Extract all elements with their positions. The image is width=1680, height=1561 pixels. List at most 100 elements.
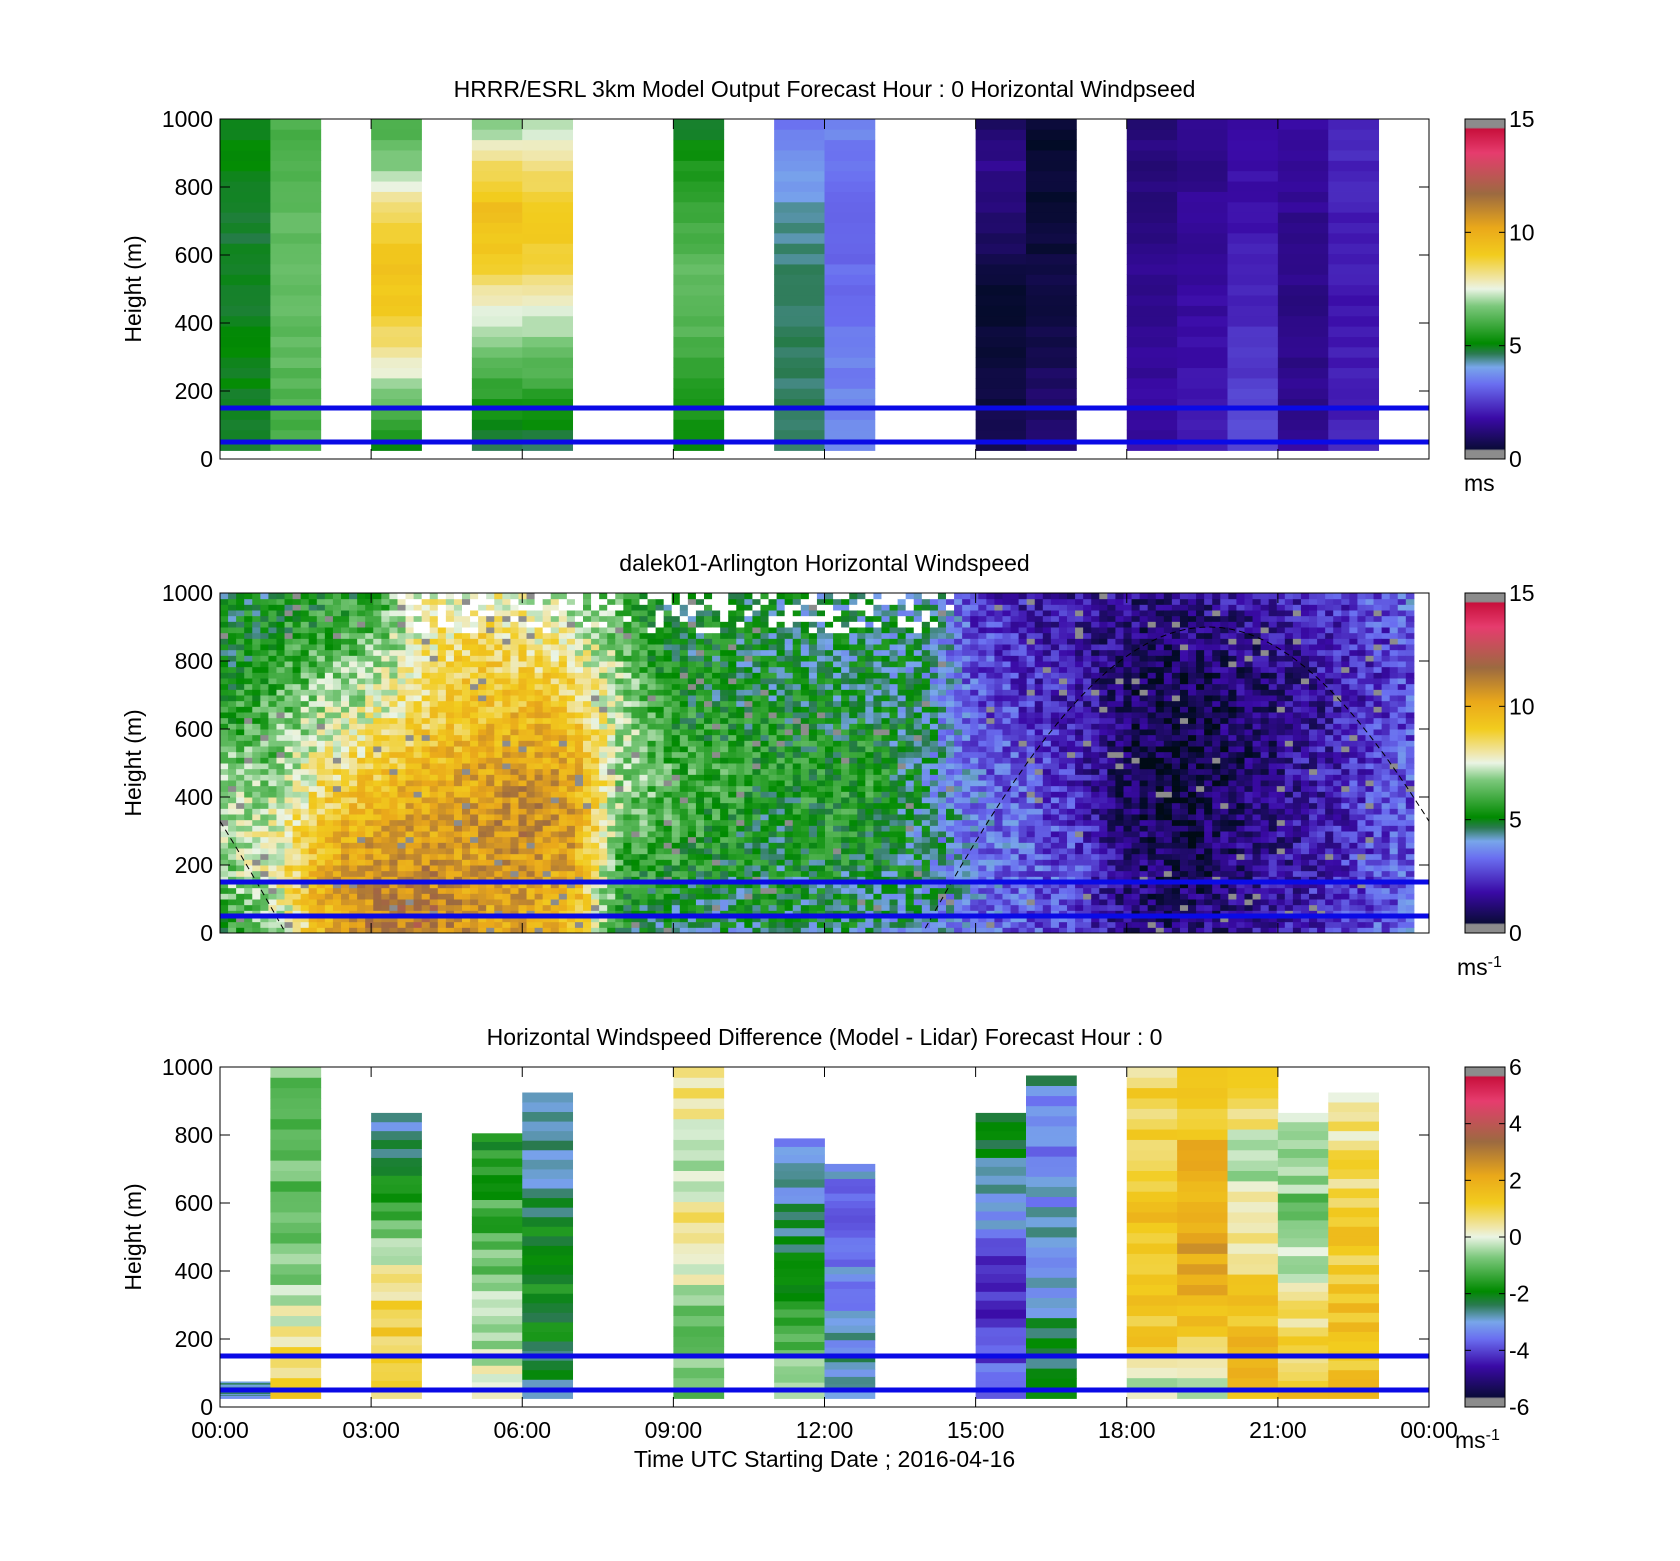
heatmap-cell <box>792 666 802 673</box>
heatmap-cell <box>413 757 423 764</box>
heatmap-cell <box>655 593 665 600</box>
heatmap-cell <box>712 700 721 707</box>
heatmap-cell <box>292 734 302 741</box>
heatmap-cell <box>574 870 584 877</box>
heatmap-cell <box>792 723 802 730</box>
heatmap-cell <box>510 882 519 889</box>
heatmap-cell <box>728 751 737 758</box>
heatmap-cell <box>1227 160 1279 172</box>
heatmap-cell <box>308 910 318 917</box>
heatmap-cell <box>1227 326 1279 337</box>
heatmap-cell <box>663 836 673 843</box>
heatmap-cell <box>695 638 705 645</box>
heatmap-cell <box>1328 357 1380 369</box>
heatmap-cell <box>1277 274 1329 286</box>
heatmap-cell <box>695 921 705 928</box>
heatmap-cell <box>712 655 721 662</box>
heatmap-cell <box>244 904 253 911</box>
heatmap-cell <box>349 751 358 758</box>
heatmap-cell <box>284 768 294 775</box>
heatmap-cell <box>583 683 592 690</box>
heatmap-cell <box>704 638 713 645</box>
heatmap-cell <box>316 882 326 889</box>
heatmap-cell <box>429 604 439 611</box>
heatmap-cell <box>615 632 624 639</box>
heatmap-cell <box>663 774 673 781</box>
heatmap-cell <box>437 763 447 770</box>
heatmap-cell <box>324 853 334 860</box>
heatmap-cell <box>405 717 415 724</box>
heatmap-cell <box>1328 191 1380 203</box>
heatmap-cell <box>712 763 721 770</box>
heatmap-cell <box>736 706 745 713</box>
heatmap-cell <box>534 666 544 673</box>
heatmap-cell <box>453 734 463 741</box>
heatmap-cell <box>470 859 479 866</box>
heatmap-cell <box>260 825 269 832</box>
heatmap-cell <box>502 859 511 866</box>
heatmap-cell <box>1328 377 1380 389</box>
heatmap-cell <box>373 887 382 894</box>
heatmap-cell <box>522 429 574 441</box>
heatmap-cell <box>357 666 366 673</box>
heatmap-cell <box>673 201 725 213</box>
heatmap-cell <box>453 661 463 668</box>
heatmap-cell <box>413 598 423 605</box>
heatmap-cell <box>284 763 294 770</box>
heatmap-cell <box>566 746 576 753</box>
heatmap-cell <box>453 899 463 906</box>
heatmap-cell <box>268 927 277 933</box>
heatmap-cell <box>720 593 729 600</box>
heatmap-cell <box>220 768 229 775</box>
heatmap-cell <box>381 814 390 821</box>
heatmap-cell <box>284 706 294 713</box>
heatmap-cell <box>341 791 350 798</box>
heatmap-cell <box>357 797 366 804</box>
heatmap-cell <box>276 751 286 758</box>
heatmap-cell <box>397 808 407 815</box>
heatmap-cell <box>445 916 455 923</box>
heatmap-cell <box>397 893 407 900</box>
heatmap-cell <box>1026 315 1077 327</box>
heatmap-cell <box>268 734 277 741</box>
heatmap-cell <box>316 870 326 877</box>
heatmap-cell <box>284 921 294 928</box>
heatmap-cell <box>453 683 463 690</box>
heatmap-cell <box>252 763 261 770</box>
heatmap-cell <box>373 729 382 736</box>
heatmap-cell <box>744 836 753 843</box>
heatmap-cell <box>518 797 528 804</box>
heatmap-cell <box>792 661 802 668</box>
heatmap-cell <box>558 683 568 690</box>
heatmap-cell <box>599 615 608 622</box>
heatmap-cell <box>526 899 536 906</box>
heatmap-cell <box>704 593 713 600</box>
heatmap-cell <box>542 774 552 781</box>
heatmap-cell <box>679 825 689 832</box>
heatmap-cell <box>800 644 810 651</box>
heatmap-cell <box>260 593 269 600</box>
heatmap-cell <box>252 729 261 736</box>
heatmap-cell <box>429 729 439 736</box>
heatmap-cell <box>357 751 366 758</box>
heatmap-cell <box>349 615 358 622</box>
heatmap-cell <box>566 797 576 804</box>
heatmap-cell <box>1177 284 1228 296</box>
heatmap-cell <box>522 264 574 275</box>
heatmap-cell <box>470 887 479 894</box>
heatmap-cell <box>324 746 334 753</box>
heatmap-cell <box>1126 201 1178 213</box>
heatmap-cell <box>453 848 463 855</box>
heatmap-cell <box>800 655 810 662</box>
heatmap-cell <box>647 717 657 724</box>
heatmap-cell <box>518 870 528 877</box>
heatmap-cell <box>292 887 302 894</box>
heatmap-cell <box>712 904 721 911</box>
heatmap-cell <box>357 683 366 690</box>
heatmap-cell <box>599 870 608 877</box>
heatmap-cell <box>607 910 616 917</box>
heatmap-cell <box>413 876 423 883</box>
heatmap-cell <box>470 734 479 741</box>
heatmap-cell <box>583 644 592 651</box>
heatmap-cell <box>373 678 382 685</box>
